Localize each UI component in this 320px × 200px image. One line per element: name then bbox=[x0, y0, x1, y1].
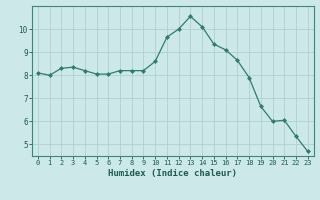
X-axis label: Humidex (Indice chaleur): Humidex (Indice chaleur) bbox=[108, 169, 237, 178]
